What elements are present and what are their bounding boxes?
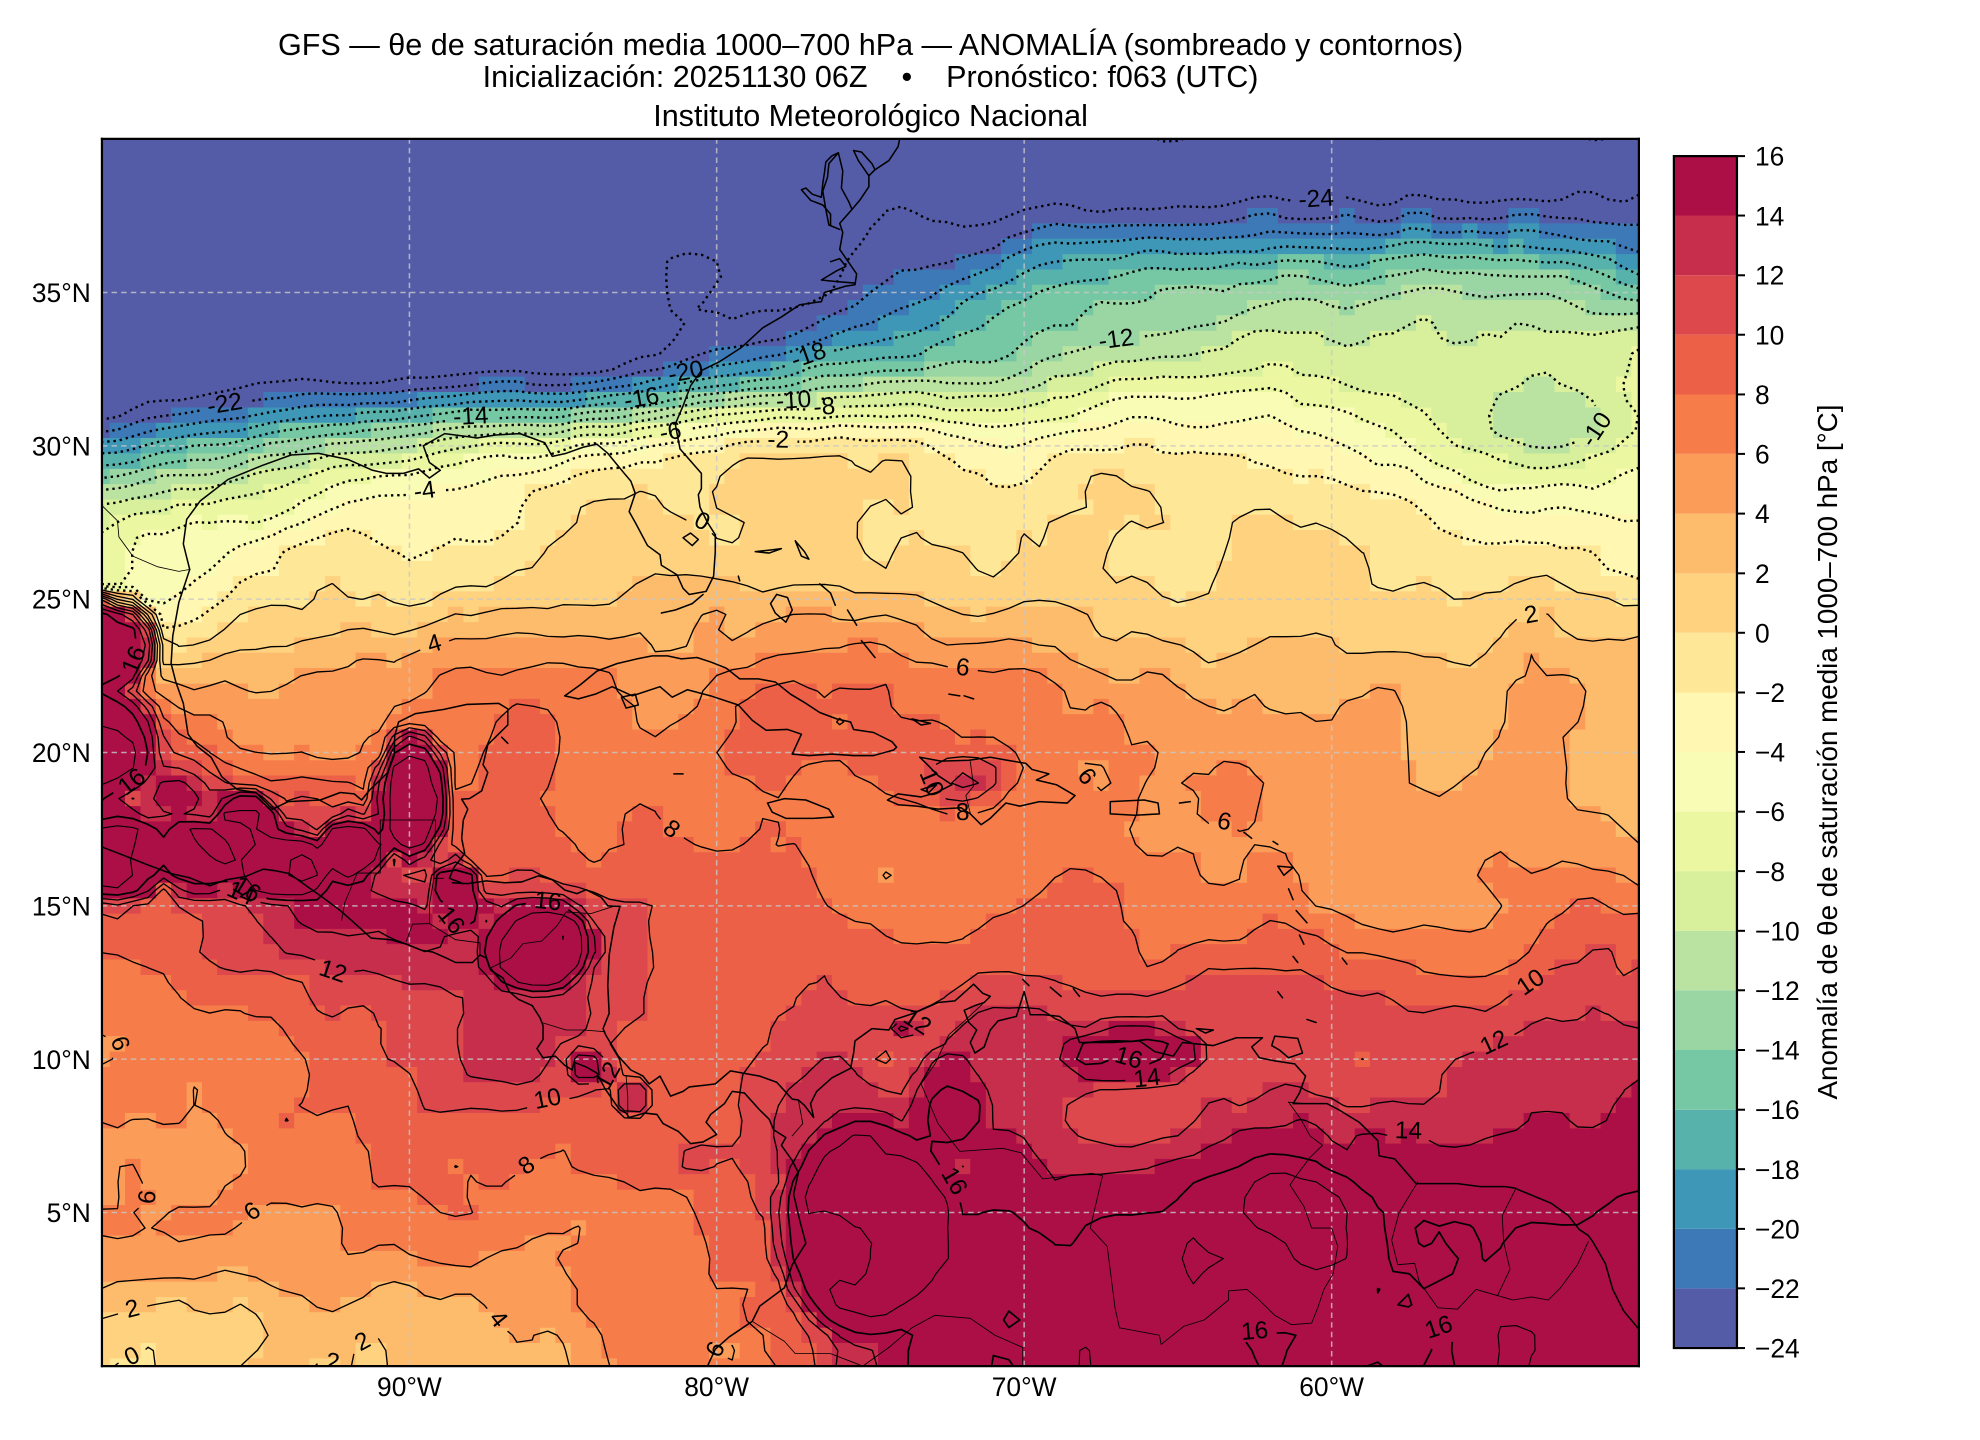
svg-text:14: 14 — [1755, 201, 1784, 231]
svg-text:70°W: 70°W — [992, 1372, 1057, 1402]
svg-text:−24: −24 — [1755, 1334, 1800, 1364]
svg-text:Instituto Meteorológico Nacion: Instituto Meteorológico Nacional — [653, 99, 1088, 133]
svg-text:-12: -12 — [1097, 324, 1136, 356]
svg-text:2: 2 — [1522, 601, 1540, 630]
svg-text:Inicialización: 20251130 06Z: Inicialización: 20251130 06Z • Pronóstic… — [483, 60, 1259, 94]
svg-text:8: 8 — [1755, 380, 1770, 410]
svg-text:Anomalía de θe de saturación m: Anomalía de θe de saturación media 1000–… — [1812, 405, 1843, 1100]
svg-text:4: 4 — [424, 629, 445, 659]
svg-text:20°N: 20°N — [32, 738, 91, 768]
svg-text:-6: -6 — [657, 417, 683, 447]
svg-text:10: 10 — [1755, 320, 1784, 350]
svg-text:10°N: 10°N — [32, 1045, 91, 1075]
svg-text:−18: −18 — [1755, 1155, 1800, 1185]
svg-text:12: 12 — [1755, 261, 1784, 291]
svg-text:−20: −20 — [1755, 1214, 1800, 1244]
svg-text:16: 16 — [533, 887, 563, 917]
svg-text:−2: −2 — [1755, 678, 1785, 708]
svg-text:-4: -4 — [412, 476, 437, 506]
svg-text:60°W: 60°W — [1299, 1372, 1364, 1402]
svg-text:−4: −4 — [1755, 738, 1785, 768]
svg-text:16: 16 — [1240, 1317, 1269, 1346]
svg-text:−10: −10 — [1755, 916, 1800, 946]
svg-text:2: 2 — [324, 1348, 341, 1377]
svg-text:6: 6 — [1755, 440, 1770, 470]
svg-text:−12: −12 — [1755, 976, 1800, 1006]
svg-text:−22: −22 — [1755, 1274, 1800, 1304]
svg-text:2: 2 — [122, 1294, 142, 1324]
svg-text:-22: -22 — [205, 388, 244, 420]
svg-text:−8: −8 — [1755, 857, 1785, 887]
svg-text:25°N: 25°N — [32, 585, 91, 615]
svg-text:-10: -10 — [775, 386, 812, 415]
svg-text:GFS — θe de saturación media 1: GFS — θe de saturación media 1000–700 hP… — [278, 27, 1463, 62]
svg-text:80°W: 80°W — [684, 1372, 749, 1402]
svg-text:-2: -2 — [767, 426, 789, 453]
svg-text:−16: −16 — [1755, 1095, 1800, 1125]
svg-text:14: 14 — [1132, 1064, 1162, 1094]
svg-text:16: 16 — [1755, 142, 1784, 172]
svg-text:6: 6 — [133, 1188, 162, 1205]
svg-text:4: 4 — [1755, 499, 1770, 529]
svg-text:35°N: 35°N — [32, 278, 91, 308]
svg-text:5°N: 5°N — [47, 1198, 91, 1228]
svg-text:8: 8 — [955, 799, 969, 826]
svg-text:-20: -20 — [666, 356, 706, 389]
svg-text:10: 10 — [532, 1083, 564, 1115]
svg-text:-24: -24 — [1298, 185, 1335, 214]
svg-text:−6: −6 — [1755, 797, 1785, 827]
svg-text:0: 0 — [1755, 619, 1770, 649]
svg-text:-8: -8 — [812, 393, 836, 422]
svg-text:14: 14 — [1394, 1117, 1422, 1145]
svg-text:-16: -16 — [622, 382, 662, 415]
svg-text:15°N: 15°N — [32, 892, 91, 922]
svg-text:6: 6 — [1215, 807, 1234, 836]
svg-text:−14: −14 — [1755, 1035, 1800, 1065]
svg-text:6: 6 — [954, 654, 971, 682]
svg-text:-14: -14 — [453, 402, 490, 431]
svg-text:2: 2 — [1755, 559, 1770, 589]
svg-text:30°N: 30°N — [32, 431, 91, 461]
svg-text:90°W: 90°W — [377, 1372, 442, 1402]
